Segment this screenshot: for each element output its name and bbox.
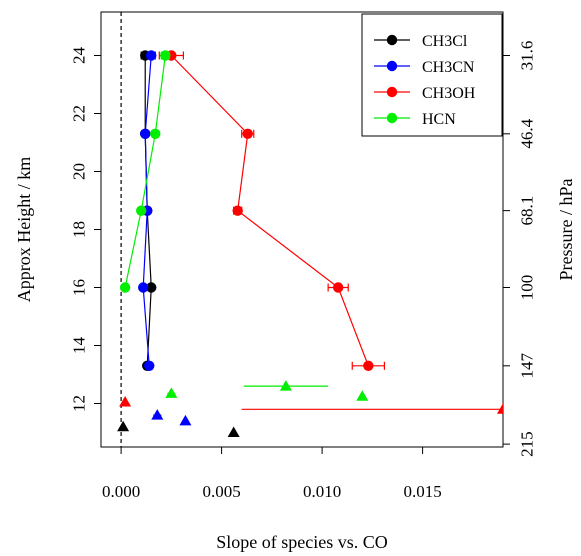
data-point xyxy=(144,360,155,371)
triangle-point xyxy=(356,390,369,401)
x-tick-label: 0.010 xyxy=(303,482,341,501)
legend-swatch-point xyxy=(386,112,398,124)
data-point xyxy=(363,360,374,371)
x-tick-label: 0.015 xyxy=(403,482,441,501)
legend-swatch-point xyxy=(386,34,398,46)
legend-label: CH3Cl xyxy=(422,33,468,50)
data-point xyxy=(146,50,157,61)
legend-label: HCN xyxy=(422,111,456,128)
legend-swatch-point xyxy=(386,60,398,72)
legend-swatch-point xyxy=(386,86,398,98)
y-tick-label: 24 xyxy=(70,47,89,65)
y2-tick-label: 68.1 xyxy=(518,196,537,226)
data-point xyxy=(160,50,171,61)
triangle-point xyxy=(497,403,503,414)
series-line xyxy=(124,55,166,288)
triangle-point xyxy=(151,409,164,420)
data-point xyxy=(232,205,243,216)
legend-label: CH3CN xyxy=(422,59,475,76)
triangle-point xyxy=(179,414,192,426)
y2-axis-label: Pressure / hPa xyxy=(556,179,576,281)
x-axis-label-group: Slope of species vs. CO xyxy=(216,532,387,552)
y2-tick-label: 46.4 xyxy=(518,118,537,148)
series-line xyxy=(170,55,369,367)
y2-tick-label: 100 xyxy=(518,275,537,301)
y2-tick-label: 215 xyxy=(518,431,537,457)
x-tick-label: 0.005 xyxy=(202,482,240,501)
legend-label: CH3OH xyxy=(422,85,476,102)
y-tick-label: 22 xyxy=(70,105,89,122)
x-axis-label: Slope of species vs. CO xyxy=(216,532,387,552)
y-axis-label-group: Approx Height / km xyxy=(14,157,34,303)
y2-axis-label-group: Pressure / hPa xyxy=(556,179,576,281)
data-layer xyxy=(117,50,503,437)
y2-tick-label: 147 xyxy=(518,353,537,379)
data-point xyxy=(332,282,344,293)
y-tick-label: 16 xyxy=(70,279,89,296)
x-tick-label: 0.000 xyxy=(102,482,140,501)
triangle-point xyxy=(279,380,292,391)
y2-tick-label: 31.6 xyxy=(518,41,537,71)
data-point xyxy=(146,282,157,293)
y-axis-label: Approx Height / km xyxy=(14,157,34,303)
y-tick-label: 12 xyxy=(70,395,89,412)
data-point xyxy=(119,282,131,293)
triangle-point xyxy=(165,387,178,398)
triangle-point xyxy=(227,426,240,437)
y-tick-label: 18 xyxy=(70,221,89,238)
y-tick-label: 14 xyxy=(70,337,89,355)
data-point xyxy=(136,205,147,216)
triangle-point xyxy=(117,420,130,432)
data-point xyxy=(242,128,253,139)
data-point xyxy=(138,282,149,293)
data-point xyxy=(140,128,151,139)
legend-box xyxy=(361,13,503,137)
y-tick-label: 20 xyxy=(70,163,89,180)
triangle-point xyxy=(119,396,132,407)
data-point xyxy=(150,128,161,139)
